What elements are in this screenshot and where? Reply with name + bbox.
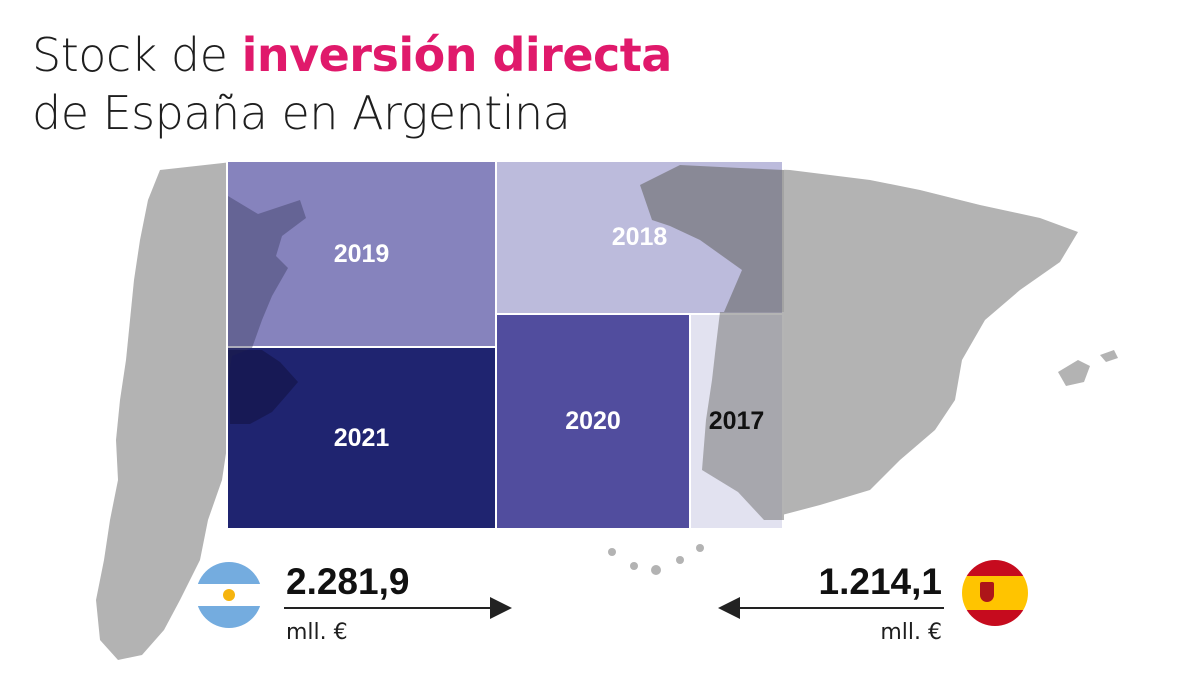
- arrow-left-icon: [718, 597, 944, 619]
- argentina-map-shape: [96, 162, 236, 660]
- treemap-cell-2021: 2021: [226, 346, 497, 530]
- canary-island: [676, 556, 684, 564]
- spain-flag-icon: [962, 560, 1028, 626]
- title-highlight: inversión directa: [241, 28, 673, 82]
- title-line-1: Stock de inversión directa: [32, 26, 672, 84]
- cell-label-2018: 2018: [611, 223, 668, 251]
- treemap-cell-2018: 2018: [495, 160, 784, 315]
- canary-island: [696, 544, 704, 552]
- argentina-stat-value: 2.281,9: [286, 561, 410, 602]
- canary-island: [630, 562, 638, 570]
- canary-island: [608, 548, 616, 556]
- balearic-island-small: [1100, 350, 1118, 362]
- treemap-cell-2019: 2019: [226, 160, 497, 348]
- treemap-cell-2020: 2020: [495, 313, 691, 530]
- cell-label-2020: 2020: [565, 407, 621, 435]
- spain-stat-value: 1.214,1: [818, 561, 942, 602]
- canary-island: [651, 565, 661, 575]
- cell-label-2019: 2019: [333, 239, 390, 268]
- cell-label-2017: 2017: [708, 407, 765, 435]
- argentina-stat-unit: mll. €: [286, 620, 348, 645]
- page-title: Stock de inversión directa de España en …: [32, 26, 672, 142]
- title-part1: Stock de: [32, 28, 242, 82]
- coat-of-arms-icon: [980, 582, 994, 602]
- argentina-flag-icon: [196, 562, 262, 628]
- spain-stat-unit: mll. €: [880, 620, 942, 645]
- sun-icon: [223, 589, 235, 601]
- balearic-island: [1058, 360, 1090, 386]
- arrow-right-icon: [284, 597, 512, 619]
- title-line-2: de España en Argentina: [32, 86, 571, 140]
- cell-label-2021: 2021: [333, 423, 390, 452]
- treemap-cell-2017: 2017: [689, 313, 784, 530]
